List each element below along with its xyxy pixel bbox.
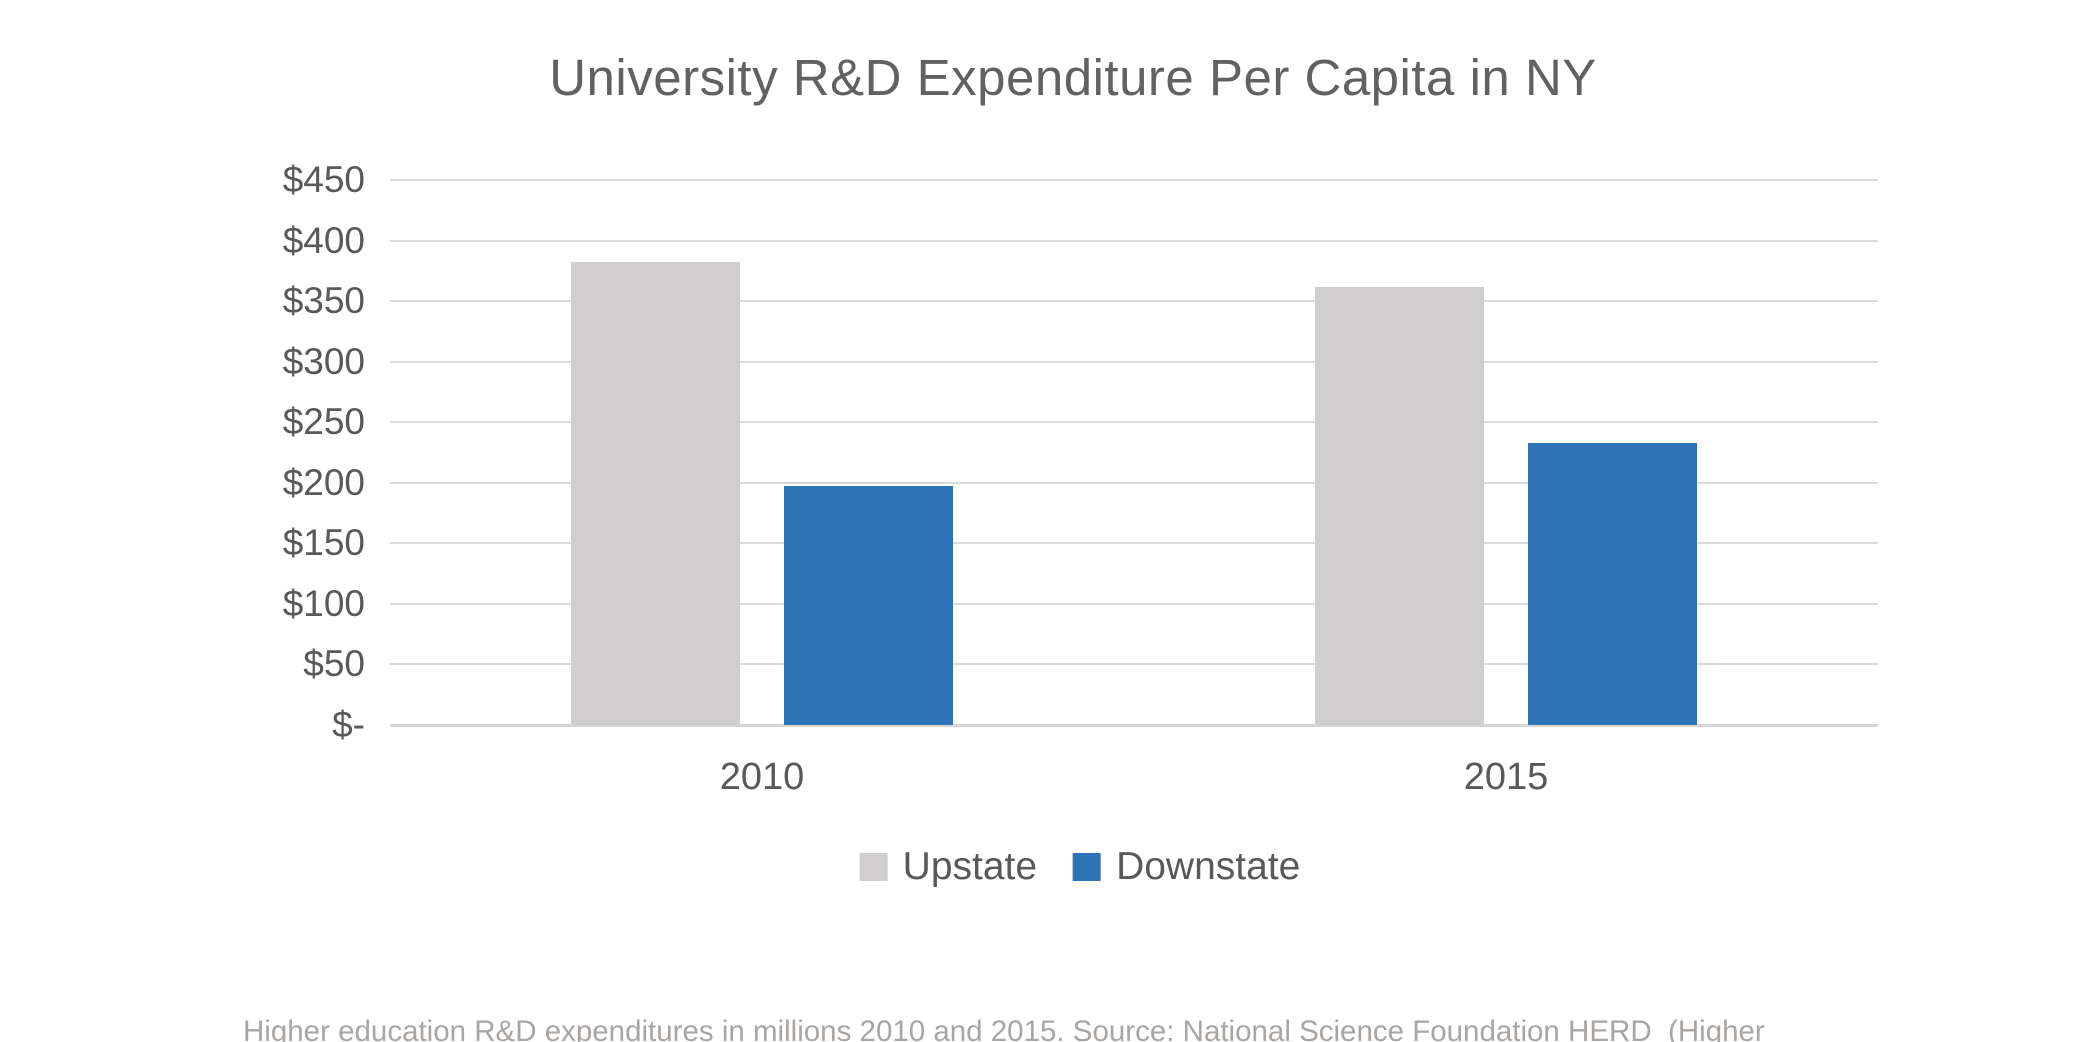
y-gridline (390, 361, 1878, 363)
x-tick-label-2010: 2010 (719, 756, 805, 798)
legend-label-downstate: Downstate (1116, 845, 1301, 888)
y-gridline (390, 240, 1878, 242)
y-gridline (390, 603, 1878, 605)
y-tick-label: $50 (303, 643, 365, 684)
legend-item-upstate: Upstate (859, 845, 1038, 889)
bar-upstate-2010 (571, 262, 740, 725)
y-tick-label: $300 (282, 341, 365, 382)
source-note-line1: Higher education R&D expenditures in mil… (243, 1015, 1765, 1042)
y-tick-label: $150 (282, 522, 365, 563)
chart-title: University R&D Expenditure Per Capita in… (549, 49, 1597, 106)
y-gridline (390, 482, 1878, 484)
bar-downstate-2010 (784, 486, 953, 725)
y-tick-label: $400 (282, 220, 365, 261)
y-gridline (390, 542, 1878, 544)
x-tick-label-2015: 2015 (1463, 756, 1549, 798)
legend-swatch-upstate (859, 853, 888, 881)
legend-swatch-downstate (1073, 853, 1102, 881)
y-tick-label: $200 (282, 462, 365, 503)
y-tick-label: $- (332, 704, 365, 745)
y-gridline (390, 179, 1878, 181)
y-gridline (390, 421, 1878, 423)
y-tick-label: $350 (282, 280, 365, 321)
x-axis-line (390, 724, 1878, 727)
y-tick-label: $100 (282, 583, 365, 624)
y-gridline (390, 300, 1878, 302)
legend-item-downstate: Downstate (1073, 845, 1300, 889)
y-tick-label: $250 (282, 401, 365, 442)
y-gridline (390, 663, 1878, 665)
bar-upstate-2015 (1315, 287, 1484, 725)
legend: Upstate Downstate (859, 845, 1300, 889)
legend-label-upstate: Upstate (902, 845, 1038, 888)
y-tick-label: $450 (282, 159, 365, 200)
source-note: Higher education R&D expenditures in mil… (243, 942, 1923, 1042)
bar-downstate-2015 (1528, 443, 1697, 725)
